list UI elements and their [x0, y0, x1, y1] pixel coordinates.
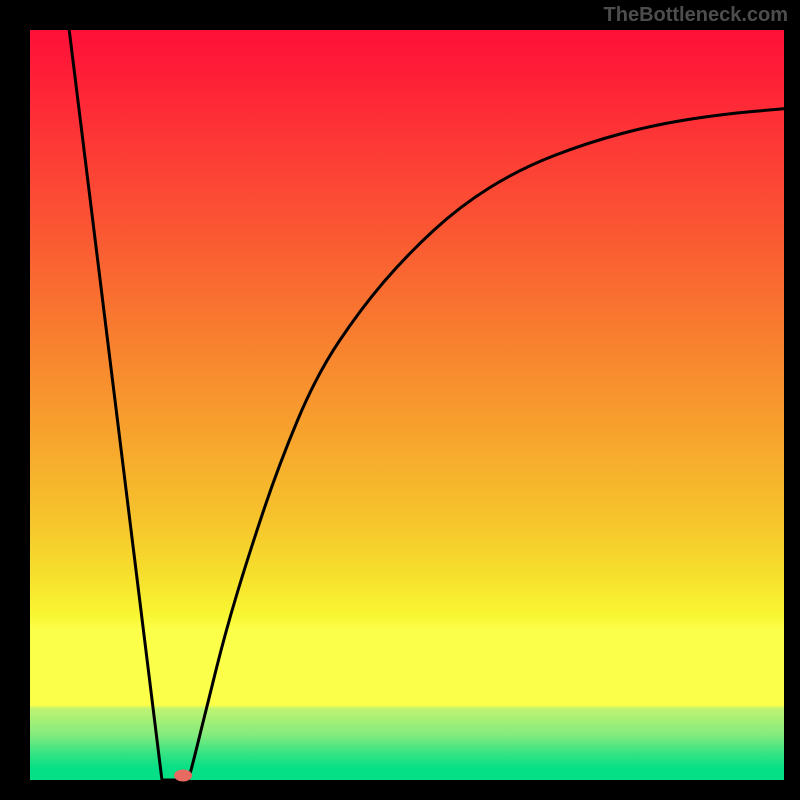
chart-svg	[0, 0, 800, 800]
watermark-text: TheBottleneck.com	[604, 4, 788, 27]
optimum-marker	[174, 770, 192, 782]
gradient-panel	[30, 30, 784, 780]
chart-stage: TheBottleneck.com	[0, 0, 800, 800]
